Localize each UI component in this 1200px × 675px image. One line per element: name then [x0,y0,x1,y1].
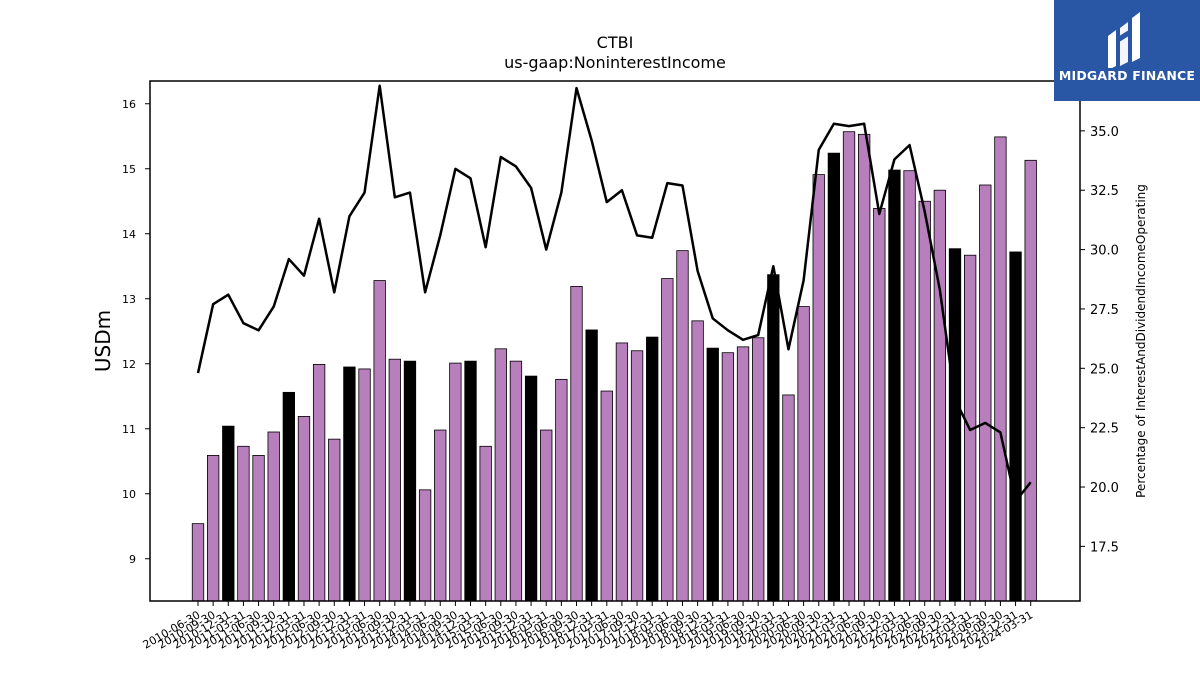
bar-2018-09-30 [691,320,704,602]
bar-2011-12-31 [282,391,295,602]
bar-2016-09-30 [570,285,583,602]
y-tick-label: 14 [122,228,136,241]
bar-2015-06-30 [494,348,507,602]
plot-frame [149,80,1081,602]
bar-2021-03-31 [842,131,856,602]
bar-series [191,131,1037,602]
y2-tick-label: 25.0 [1090,362,1119,377]
bar-2010-09-30 [206,454,220,602]
bar-2011-03-31 [237,445,250,602]
logo-text: MIDGARD FINANCE [1058,68,1196,83]
y2-tick-label: 20.0 [1090,481,1119,496]
bar-2017-12-31 [646,336,659,602]
bar-2011-06-30 [252,454,265,602]
bar-2023-06-30 [979,184,992,602]
bar-2017-03-31 [600,390,613,602]
bar-2022-09-30 [933,189,947,602]
bar-2020-03-31 [782,394,795,602]
bar-2022-12-31 [948,248,962,602]
bar-2024-03-31 [1024,159,1037,602]
bar-2012-09-30 [328,438,341,602]
y-tick-label: 12 [122,358,136,371]
bar-2021-09-30 [873,207,886,602]
chart-title: CTBI [597,33,634,52]
x-axis: 2010-06-302010-09-302010-12-312011-03-31… [141,601,1035,652]
bar-2016-12-31 [585,329,598,602]
bar-2013-09-30 [388,358,401,602]
bar-2013-03-31 [358,368,371,602]
bar-2021-06-30 [858,133,871,602]
bar-2019-09-30 [752,337,765,602]
y-tick-label: 15 [122,163,136,176]
bar-2014-03-31 [418,489,432,602]
bar-2011-09-30 [267,431,280,602]
bar-2022-03-31 [903,170,916,602]
bar-2023-09-30 [994,136,1007,602]
bar-2020-06-30 [797,306,810,602]
bar-2015-09-30 [509,360,523,602]
y-tick-label: 10 [122,488,136,501]
bar-2018-06-30 [676,250,689,602]
bar-2012-06-30 [312,363,326,602]
bar-2021-12-31 [888,169,901,602]
bar-2016-06-30 [555,378,568,602]
bar-2018-03-31 [661,278,674,602]
left-y-axis: 9 10 11 12 13 14 15 16 [122,98,150,566]
y2-tick-label: 30.0 [1090,244,1119,259]
bar-2014-06-30 [434,429,447,602]
right-y-axis: 17.5 20.0 22.5 25.0 27.5 30.0 32.5 35.0 [1080,125,1119,555]
bar-2016-03-31 [540,429,553,602]
bar-2012-03-31 [297,415,311,602]
bar-2018-12-31 [706,347,719,602]
bar-2017-06-30 [615,342,629,602]
bar-2013-06-30 [373,280,386,602]
bar-2010-12-31 [222,425,235,602]
bar-2014-12-31 [464,360,477,602]
bar-2019-06-30 [736,346,750,602]
bar-2020-12-31 [827,152,841,602]
bar-2019-03-31 [721,352,735,602]
y2-tick-label: 17.5 [1090,540,1119,555]
percentage-line-series [196,84,1032,503]
bar-2015-12-31 [524,375,538,602]
bar-2019-12-31 [767,274,780,602]
y-tick-label: 13 [122,293,136,306]
y2-tick-label: 35.0 [1090,125,1119,140]
percentage-line [196,84,1032,503]
bar-2022-06-30 [918,200,931,602]
bar-2010-06-30 [191,523,205,602]
y2-tick-label: 27.5 [1090,303,1119,318]
bar-2015-03-31 [479,445,492,602]
bar-2020-09-30 [812,174,825,602]
y-tick-label: 16 [122,98,136,111]
y-tick-label: 9 [129,553,136,566]
chart-subtitle: us-gaap:NoninterestIncome [504,53,726,72]
bar-2023-12-31 [1009,251,1022,602]
bar-2012-12-31 [343,366,356,602]
y-axis-label-left: USDm [91,310,115,372]
bar-2013-12-31 [403,360,417,602]
y-tick-label: 11 [122,423,136,436]
bar-2014-09-30 [449,362,462,602]
logo-mark-icon [1108,12,1140,68]
bar-2017-09-30 [630,350,644,602]
y-axis-label-right: Percentage of InterestAndDividendIncomeO… [1134,184,1148,498]
y2-tick-label: 22.5 [1090,422,1119,437]
y2-tick-label: 32.5 [1090,184,1119,199]
midgard-finance-logo: MIDGARD FINANCE [1054,0,1200,101]
